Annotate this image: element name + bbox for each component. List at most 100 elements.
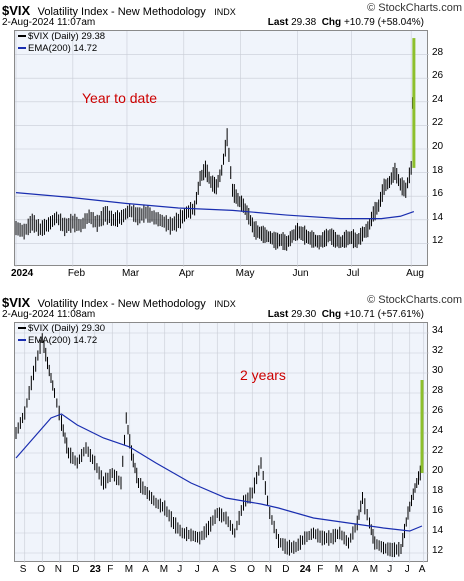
- price-spike-bar: [412, 38, 416, 168]
- x-tick-label: S: [229, 564, 237, 575]
- x-tick-label: F: [107, 564, 114, 575]
- x-tick-label: Mar: [121, 268, 140, 279]
- x-tick-label: 23: [89, 564, 101, 575]
- y-tick-label: 18: [432, 164, 444, 176]
- x-tick-label: Jun: [292, 268, 309, 279]
- y-tick-label: 20: [432, 141, 444, 152]
- last-change-readout: Last 29.38 Chg +10.79 (+58.04%): [268, 17, 424, 28]
- annotation-ytd: Year to date: [82, 90, 157, 106]
- x-tick-label: O: [247, 564, 256, 575]
- chart-title: Volatility Index - New Methodology: [37, 298, 206, 310]
- legend-ema-label: EMA(200) 14.72: [28, 335, 98, 346]
- price-chart-svg: [15, 323, 429, 563]
- y-tick-label: 28: [432, 385, 444, 396]
- y-tick-label: 14: [432, 211, 444, 223]
- x-tick-label: May: [235, 268, 255, 279]
- y-tick-label: 18: [432, 485, 444, 496]
- x-tick-label: D: [72, 564, 80, 575]
- plot-area[interactable]: [14, 30, 429, 267]
- y-tick-label: 12: [432, 235, 444, 247]
- chart-header: $VIX Volatility Index - New Methodology …: [2, 2, 460, 18]
- last-change-readout: Last 29.30 Chg +10.71 (+57.61%): [268, 309, 424, 320]
- last-value: 29.30: [291, 309, 317, 320]
- x-tick-label: F: [317, 564, 324, 575]
- chg-label: Chg: [321, 17, 342, 28]
- chart-date: 2-Aug-2024 11:07am: [2, 17, 96, 28]
- y-tick-label: 32: [432, 345, 444, 356]
- y-tick-label: 28: [432, 46, 444, 58]
- x-tick-label: J: [404, 564, 410, 575]
- last-value: 29.38: [291, 17, 317, 28]
- y-tick-label: 14: [432, 525, 444, 536]
- x-tick-label: Feb: [67, 268, 86, 279]
- x-tick-label: A: [352, 564, 359, 575]
- chart-legend: $VIX (Daily) 29.30 EMA(200) 14.72: [18, 323, 105, 347]
- y-tick-label: 26: [432, 405, 444, 416]
- legend-price-swatch: [18, 35, 26, 38]
- y-tick-label: 30: [432, 365, 444, 376]
- x-tick-label: J: [387, 564, 393, 575]
- x-tick-label: N: [54, 564, 62, 575]
- last-label: Last: [267, 17, 289, 28]
- x-tick-label: Apr: [178, 268, 195, 279]
- ema-line: [15, 413, 423, 532]
- y-tick-label: 26: [432, 70, 444, 82]
- chg-value: +10.71 (+57.61%): [343, 309, 424, 320]
- stockcharts-logo: © StockCharts.com: [367, 294, 462, 306]
- annotation-2y: 2 years: [240, 367, 286, 383]
- legend-ema: EMA(200) 14.72: [18, 43, 105, 55]
- stockcharts-logo: © StockCharts.com: [367, 2, 462, 14]
- y-tick-label: 24: [432, 93, 444, 105]
- x-tick-label: M: [334, 564, 344, 575]
- x-tick-label: D: [282, 564, 290, 575]
- x-tick-label: A: [142, 564, 149, 575]
- chart-symbol: $VIX: [2, 3, 31, 18]
- chart-panel-ytd: $VIX Volatility Index - New Methodology …: [0, 0, 464, 286]
- legend-ema-swatch: [18, 339, 26, 342]
- chg-label: Chg: [321, 309, 342, 320]
- ema-line: [15, 192, 415, 220]
- last-label: Last: [267, 309, 289, 320]
- x-tick-label: A: [212, 564, 219, 575]
- y-tick-label: 22: [432, 445, 444, 456]
- y-tick-label: 22: [432, 117, 444, 129]
- y-tick-label: 24: [432, 425, 444, 436]
- legend-ema: EMA(200) 14.72: [18, 335, 105, 347]
- legend-price: $VIX (Daily) 29.30: [18, 323, 105, 335]
- chart-date: 2-Aug-2024 11:08am: [2, 309, 96, 320]
- chart-title: Volatility Index - New Methodology: [37, 6, 206, 18]
- legend-price-label: $VIX (Daily) 29.38: [28, 31, 106, 42]
- chart-exchange: INDX: [214, 7, 236, 17]
- price-spike-bar: [420, 380, 424, 473]
- y-tick-label: 20: [432, 465, 444, 476]
- x-tick-label: O: [37, 564, 46, 575]
- x-tick-label: M: [124, 564, 134, 575]
- legend-price-label: $VIX (Daily) 29.30: [28, 323, 106, 334]
- x-tick-label: S: [19, 564, 27, 575]
- x-tick-label: Jul: [346, 268, 360, 279]
- y-tick-label: 34: [432, 325, 444, 336]
- chart-subheader: 2-Aug-2024 11:07am Last 29.38 Chg +10.79…: [2, 17, 424, 29]
- chart-subheader: 2-Aug-2024 11:08am Last 29.30 Chg +10.71…: [2, 309, 424, 321]
- x-tick-label: Aug: [406, 268, 424, 279]
- x-tick-label: N: [264, 564, 272, 575]
- legend-ema-swatch: [18, 47, 26, 50]
- x-tick-label: A: [418, 564, 426, 575]
- legend-ema-label: EMA(200) 14.72: [28, 43, 98, 54]
- price-chart-svg: [15, 31, 429, 267]
- chart-header: $VIX Volatility Index - New Methodology …: [2, 294, 460, 310]
- chart-panel-2y: $VIX Volatility Index - New Methodology …: [0, 292, 464, 581]
- y-tick-label: 16: [432, 505, 444, 516]
- y-tick-label: 12: [432, 545, 444, 556]
- plot-area[interactable]: [14, 322, 429, 563]
- x-tick-label: M: [159, 564, 169, 575]
- x-tick-label: J: [194, 564, 200, 575]
- y-tick-label: 16: [432, 188, 444, 200]
- x-tick-label: 2024: [11, 268, 34, 279]
- legend-price: $VIX (Daily) 29.38: [18, 31, 105, 43]
- x-tick-label: J: [177, 564, 183, 575]
- chart-symbol: $VIX: [2, 295, 31, 310]
- x-tick-label: M: [369, 564, 379, 575]
- legend-price-swatch: [18, 327, 26, 330]
- x-tick-label: 24: [299, 564, 311, 575]
